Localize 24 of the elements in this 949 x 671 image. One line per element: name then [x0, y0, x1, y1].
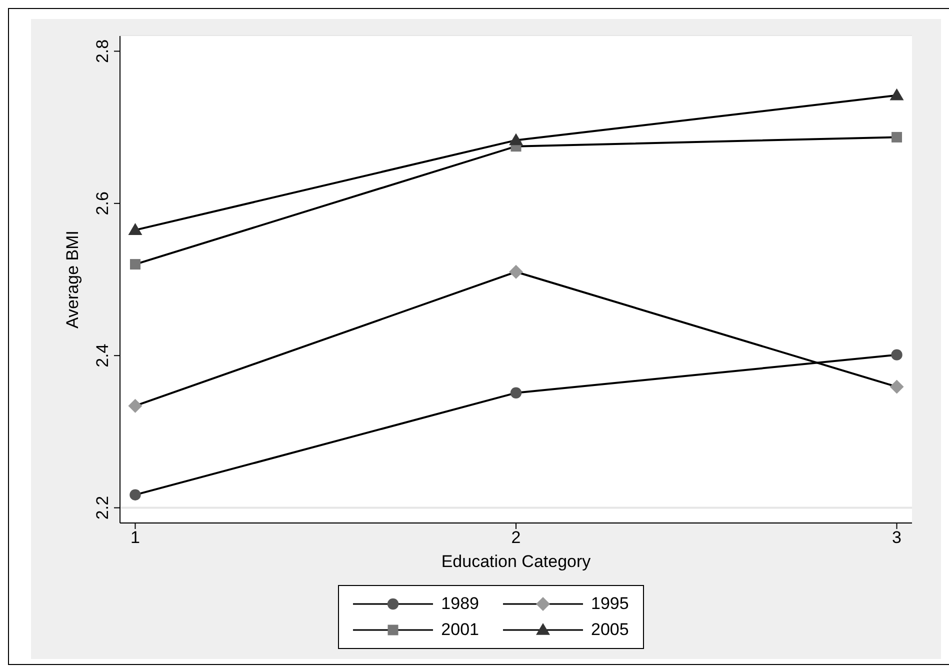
- legend-label: 2005: [591, 620, 629, 640]
- y-tick-label: 2.4: [93, 344, 112, 368]
- point: [130, 489, 141, 500]
- y-axis-title: Average BMI: [63, 230, 82, 328]
- y-tick-label: 2.6: [93, 192, 112, 216]
- point: [509, 133, 523, 146]
- point: [890, 380, 904, 394]
- point: [128, 223, 142, 235]
- x-tick-label: 2: [511, 528, 521, 548]
- x-axis-title: Education Category: [441, 552, 592, 571]
- point: [509, 264, 523, 279]
- point: [128, 398, 142, 413]
- y-tick-label: 2.8: [93, 39, 112, 64]
- legend-label: 1989: [441, 594, 479, 614]
- point: [891, 349, 902, 360]
- y-tick-label: 2.2: [93, 496, 112, 520]
- point: [510, 387, 522, 398]
- point: [130, 259, 140, 270]
- legend-label: 2001: [441, 620, 479, 640]
- x-tick-label: 3: [892, 528, 902, 548]
- legend-label: 1995: [591, 594, 629, 614]
- x-tick-label: 1: [130, 528, 140, 548]
- point: [890, 88, 904, 100]
- point: [892, 132, 902, 142]
